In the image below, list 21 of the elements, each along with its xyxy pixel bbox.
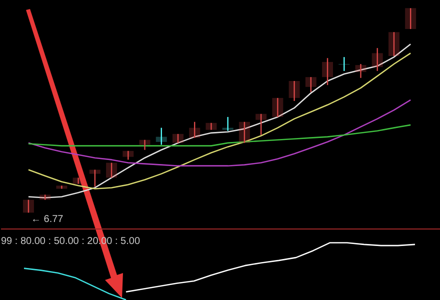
candlestick xyxy=(322,57,334,86)
text: ← 6.77 xyxy=(31,214,64,225)
candlestick xyxy=(238,121,250,144)
candlestick xyxy=(288,80,300,102)
candlestick xyxy=(372,47,383,72)
candlestick xyxy=(122,150,134,160)
candlestick xyxy=(139,139,150,150)
candlestick xyxy=(256,113,267,136)
candlestick xyxy=(189,121,200,138)
candlestick xyxy=(22,199,34,214)
candlestick xyxy=(222,116,234,132)
candlestick xyxy=(355,63,366,79)
candlestick xyxy=(405,8,416,30)
candlestick xyxy=(272,97,284,118)
candlestick xyxy=(56,185,68,190)
candlestick xyxy=(89,169,100,188)
candlestick xyxy=(388,32,400,57)
candlestick xyxy=(106,162,118,178)
candlestick xyxy=(156,127,167,146)
candlestick xyxy=(206,122,217,130)
candlestick xyxy=(305,76,316,93)
